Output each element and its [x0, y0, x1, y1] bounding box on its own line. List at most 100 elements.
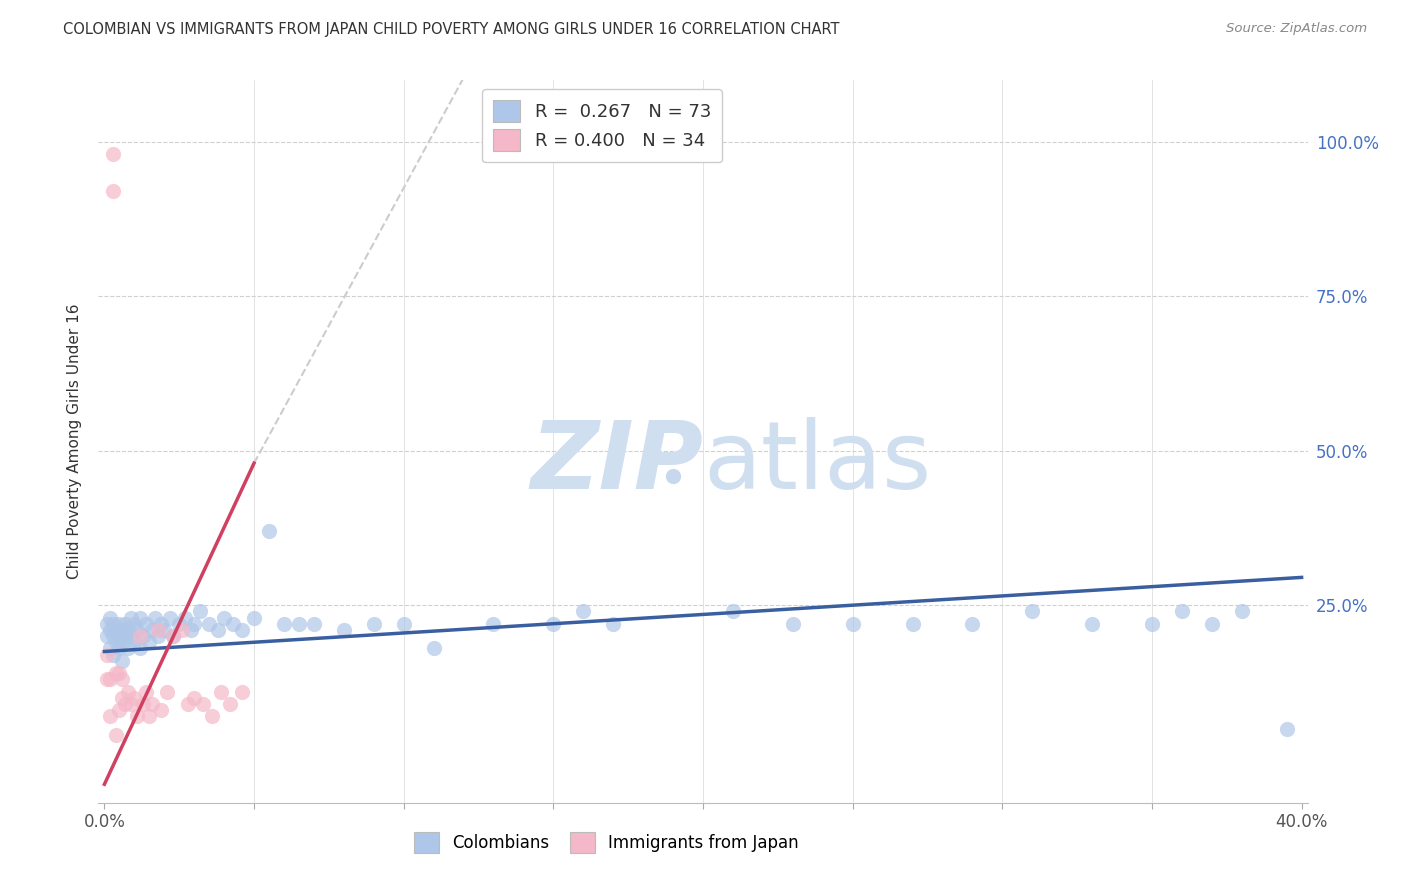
- Point: [117, 641, 139, 656]
- Point: [138, 709, 160, 723]
- Point: [100, 641, 122, 656]
- Point: [273, 616, 295, 631]
- Point: [602, 616, 624, 631]
- Point: [183, 690, 205, 705]
- Point: [177, 697, 200, 711]
- Point: [156, 684, 179, 698]
- Point: [105, 635, 128, 649]
- Point: [222, 616, 245, 631]
- Point: [103, 616, 125, 631]
- Point: [111, 654, 134, 668]
- Point: [141, 623, 163, 637]
- Point: [111, 623, 134, 637]
- Point: [108, 641, 131, 656]
- Point: [207, 623, 229, 637]
- Point: [148, 629, 170, 643]
- Point: [129, 610, 152, 624]
- Point: [129, 629, 152, 643]
- Point: [124, 616, 146, 631]
- Point: [392, 616, 415, 631]
- Point: [138, 635, 160, 649]
- Point: [572, 604, 595, 618]
- Point: [219, 697, 242, 711]
- Text: Source: ZipAtlas.com: Source: ZipAtlas.com: [1226, 22, 1367, 36]
- Point: [231, 684, 253, 698]
- Point: [148, 623, 170, 637]
- Point: [167, 616, 190, 631]
- Point: [183, 616, 205, 631]
- Point: [120, 629, 142, 643]
- Point: [103, 648, 125, 662]
- Point: [422, 641, 444, 656]
- Point: [114, 697, 136, 711]
- Point: [141, 697, 163, 711]
- Point: [193, 697, 215, 711]
- Point: [111, 690, 134, 705]
- Point: [103, 185, 125, 199]
- Point: [129, 641, 152, 656]
- Point: [96, 616, 118, 631]
- Point: [288, 616, 311, 631]
- Point: [120, 697, 142, 711]
- Legend: Colombians, Immigrants from Japan: Colombians, Immigrants from Japan: [408, 826, 806, 860]
- Point: [721, 604, 744, 618]
- Point: [143, 610, 166, 624]
- Point: [135, 616, 157, 631]
- Point: [162, 629, 184, 643]
- Point: [150, 703, 173, 717]
- Point: [1275, 722, 1298, 736]
- Point: [111, 673, 134, 687]
- Point: [180, 623, 202, 637]
- Point: [153, 623, 176, 637]
- Point: [103, 147, 125, 161]
- Point: [209, 684, 232, 698]
- Point: [108, 666, 131, 681]
- Point: [117, 684, 139, 698]
- Point: [105, 728, 128, 742]
- Point: [124, 635, 146, 649]
- Point: [96, 629, 118, 643]
- Point: [120, 610, 142, 624]
- Point: [108, 629, 131, 643]
- Point: [108, 703, 131, 717]
- Point: [108, 616, 131, 631]
- Point: [231, 623, 253, 637]
- Point: [100, 610, 122, 624]
- Point: [135, 684, 157, 698]
- Text: COLOMBIAN VS IMMIGRANTS FROM JAPAN CHILD POVERTY AMONG GIRLS UNDER 16 CORRELATIO: COLOMBIAN VS IMMIGRANTS FROM JAPAN CHILD…: [63, 22, 839, 37]
- Point: [363, 616, 385, 631]
- Point: [96, 648, 118, 662]
- Point: [662, 468, 685, 483]
- Point: [901, 616, 924, 631]
- Point: [482, 616, 505, 631]
- Point: [333, 623, 356, 637]
- Point: [150, 616, 173, 631]
- Point: [543, 616, 565, 631]
- Point: [172, 623, 194, 637]
- Point: [111, 635, 134, 649]
- Point: [1201, 616, 1223, 631]
- Point: [302, 616, 325, 631]
- Point: [212, 610, 235, 624]
- Point: [100, 673, 122, 687]
- Point: [114, 616, 136, 631]
- Point: [1171, 604, 1194, 618]
- Point: [1081, 616, 1104, 631]
- Point: [96, 673, 118, 687]
- Point: [201, 709, 224, 723]
- Point: [127, 623, 149, 637]
- Point: [257, 524, 280, 538]
- Point: [174, 610, 197, 624]
- Point: [100, 709, 122, 723]
- Point: [962, 616, 984, 631]
- Point: [162, 629, 184, 643]
- Point: [127, 709, 149, 723]
- Point: [841, 616, 863, 631]
- Point: [132, 629, 155, 643]
- Point: [114, 629, 136, 643]
- Point: [124, 690, 146, 705]
- Text: atlas: atlas: [703, 417, 931, 509]
- Point: [100, 623, 122, 637]
- Point: [159, 610, 181, 624]
- Point: [782, 616, 804, 631]
